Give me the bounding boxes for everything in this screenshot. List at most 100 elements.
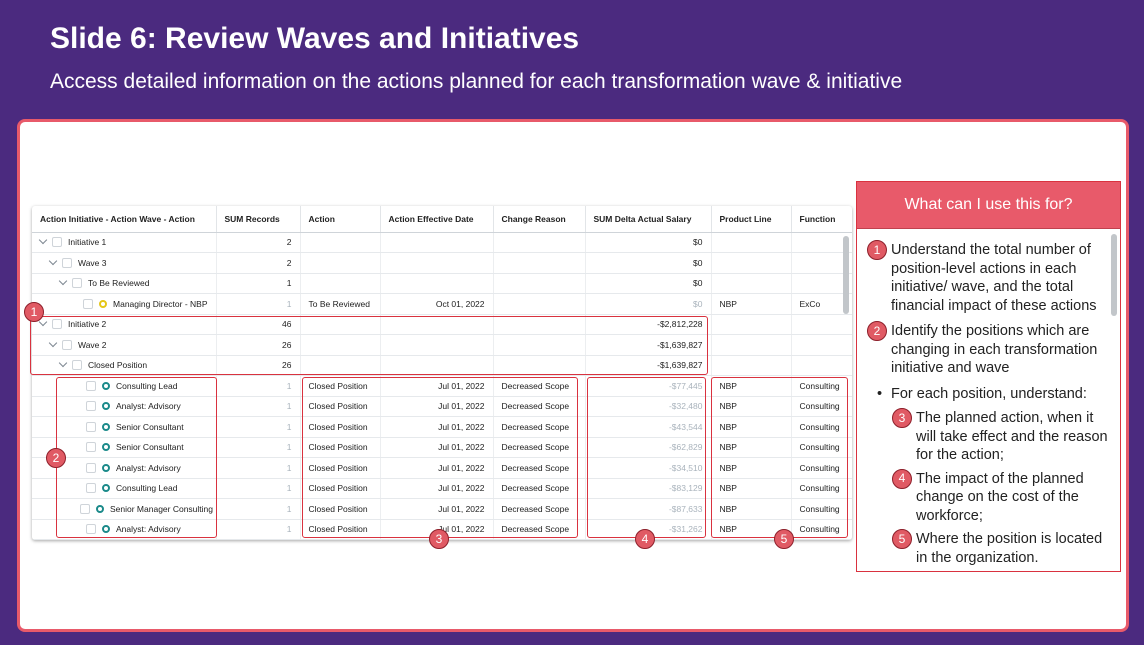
date-cell: Jul 01, 2022 bbox=[380, 396, 494, 417]
row-label: Analyst: Advisory bbox=[116, 524, 181, 535]
slide-subtitle: Access detailed information on the actio… bbox=[50, 70, 903, 93]
reason-cell bbox=[493, 334, 586, 356]
action-cell: Closed Position bbox=[300, 437, 381, 458]
salary-cell: $0 bbox=[585, 273, 712, 294]
row-checkbox[interactable] bbox=[86, 483, 96, 494]
reason-cell: Decreased Scope bbox=[493, 457, 586, 479]
product-cell bbox=[711, 273, 792, 294]
status-dot-icon bbox=[102, 402, 110, 411]
label-cell: Senior Consultant bbox=[32, 416, 217, 438]
panel-item: 5 Where the position is located in the o… bbox=[892, 529, 1112, 567]
panel-item-text: Understand the total number of position-… bbox=[891, 242, 1097, 314]
table-row[interactable]: Analyst: Advisory 1 Closed Position Jul 01,… bbox=[32, 396, 852, 417]
row-label: Initiative 1 bbox=[68, 237, 107, 248]
action-cell bbox=[300, 334, 381, 356]
column-header[interactable]: Product Line bbox=[711, 206, 792, 233]
table-row[interactable]: Consulting Lead 1 Closed Position Jul 01, 2… bbox=[32, 375, 852, 397]
row-checkbox[interactable] bbox=[86, 462, 96, 473]
column-header[interactable]: Function bbox=[791, 206, 852, 233]
records-cell: 2 bbox=[216, 232, 301, 253]
records-cell: 26 bbox=[216, 334, 301, 356]
table-row[interactable]: Wave 3 2 $0 bbox=[32, 252, 852, 274]
function-cell: Consulting bbox=[791, 437, 852, 458]
callout-badge: 5 bbox=[774, 529, 794, 549]
date-cell: Jul 01, 2022 bbox=[380, 478, 494, 499]
date-cell bbox=[380, 334, 494, 356]
callout-badge: 1 bbox=[24, 302, 44, 322]
status-dot-icon bbox=[102, 443, 110, 452]
panel-title: What can I use this for? bbox=[857, 182, 1120, 229]
table-row[interactable]: Consulting Lead 1 Closed Position Jul 01, 2… bbox=[32, 478, 852, 499]
row-label: Wave 3 bbox=[78, 257, 107, 268]
action-cell bbox=[300, 273, 381, 294]
table-row[interactable]: Initiative 1 2 $0 bbox=[32, 232, 852, 253]
content-card: Action Initiative - Action Wave - Action… bbox=[17, 119, 1129, 632]
function-cell bbox=[791, 232, 852, 253]
column-header[interactable]: SUM Delta Actual Salary bbox=[585, 206, 712, 233]
highlight-box-org bbox=[711, 377, 848, 538]
chevron-down-icon[interactable] bbox=[58, 277, 68, 286]
action-cell: Closed Position bbox=[300, 375, 381, 397]
panel-bullet: • For each position, understand: bbox=[877, 385, 1112, 404]
table-row[interactable]: Senior Manager Consulting 1 Closed Positio… bbox=[32, 498, 852, 520]
reason-cell bbox=[493, 293, 586, 315]
date-cell bbox=[380, 314, 494, 335]
function-cell: Consulting bbox=[791, 478, 852, 499]
action-cell: Closed Position bbox=[300, 478, 381, 499]
row-checkbox[interactable] bbox=[86, 380, 96, 391]
table-row[interactable]: Initiative 2 46 -$2,812,228 bbox=[32, 314, 852, 335]
column-header[interactable]: SUM Records bbox=[216, 206, 301, 233]
table-row[interactable]: Senior Consultant 1 Closed Position Jul 01,… bbox=[32, 416, 852, 438]
table-row[interactable]: Closed Position 26 -$1,639,827 bbox=[32, 355, 852, 376]
row-checkbox[interactable] bbox=[80, 503, 90, 514]
date-cell bbox=[380, 355, 494, 376]
table-row[interactable]: To Be Reviewed 1 $0 bbox=[32, 273, 852, 294]
salary-cell: -$32,480 bbox=[585, 396, 712, 417]
actions-table: Action Initiative - Action Wave - Action… bbox=[32, 206, 852, 540]
row-checkbox[interactable] bbox=[83, 298, 94, 309]
table-row[interactable]: Wave 2 26 -$1,639,827 bbox=[32, 334, 852, 356]
label-cell: Analyst: Advisory bbox=[32, 519, 217, 540]
column-header[interactable]: Action bbox=[300, 206, 381, 233]
callout-badge: 5 bbox=[892, 529, 912, 549]
row-checkbox[interactable] bbox=[52, 237, 62, 248]
panel-scrollbar[interactable] bbox=[1111, 234, 1117, 316]
bullet-icon: • bbox=[877, 385, 883, 402]
row-checkbox[interactable] bbox=[52, 319, 62, 330]
column-header[interactable]: Change Reason bbox=[493, 206, 586, 233]
row-checkbox[interactable] bbox=[86, 421, 96, 432]
highlight-box-initiative bbox=[30, 316, 708, 375]
row-checkbox[interactable] bbox=[72, 278, 82, 289]
product-cell bbox=[711, 334, 792, 356]
panel-bullet-text: For each position, understand: bbox=[891, 385, 1087, 402]
column-header[interactable]: Action Initiative - Action Wave - Action bbox=[32, 206, 217, 233]
table-row[interactable]: Analyst: Advisory 1 Closed Position Jul 01,… bbox=[32, 457, 852, 479]
salary-cell: -$77,445 bbox=[585, 375, 712, 397]
column-header[interactable]: Action Effective Date bbox=[380, 206, 494, 233]
row-checkbox[interactable] bbox=[62, 339, 72, 350]
table-row[interactable]: Analyst: Advisory 1 Closed Position Jul 01,… bbox=[32, 519, 852, 540]
row-checkbox[interactable] bbox=[86, 442, 96, 453]
chevron-down-icon[interactable] bbox=[38, 236, 48, 245]
row-checkbox[interactable] bbox=[62, 257, 72, 268]
action-cell bbox=[300, 252, 381, 274]
table-scrollbar[interactable] bbox=[843, 236, 849, 314]
label-cell: Consulting Lead bbox=[32, 375, 217, 397]
chevron-down-icon[interactable] bbox=[48, 256, 58, 265]
function-cell: Consulting bbox=[791, 519, 852, 540]
label-cell: Consulting Lead bbox=[32, 478, 217, 499]
table-row[interactable]: Managing Director - NBP 1 To Be Reviewed Oc… bbox=[32, 293, 852, 315]
status-dot-icon bbox=[102, 422, 110, 431]
usage-panel: What can I use this for? 1 Understand th… bbox=[856, 181, 1121, 572]
action-cell: To Be Reviewed bbox=[300, 293, 381, 315]
action-cell: Closed Position bbox=[300, 396, 381, 417]
product-cell: NBP bbox=[711, 396, 792, 417]
date-cell: Oct 01, 2022 bbox=[380, 293, 494, 315]
salary-cell: $0 bbox=[585, 232, 712, 253]
row-checkbox[interactable] bbox=[86, 401, 96, 412]
table-row[interactable]: Senior Consultant 1 Closed Position Jul 01,… bbox=[32, 437, 852, 458]
row-checkbox[interactable] bbox=[72, 360, 82, 371]
callout-badge: 3 bbox=[429, 529, 449, 549]
row-checkbox[interactable] bbox=[86, 524, 96, 535]
status-dot-icon bbox=[96, 504, 104, 513]
